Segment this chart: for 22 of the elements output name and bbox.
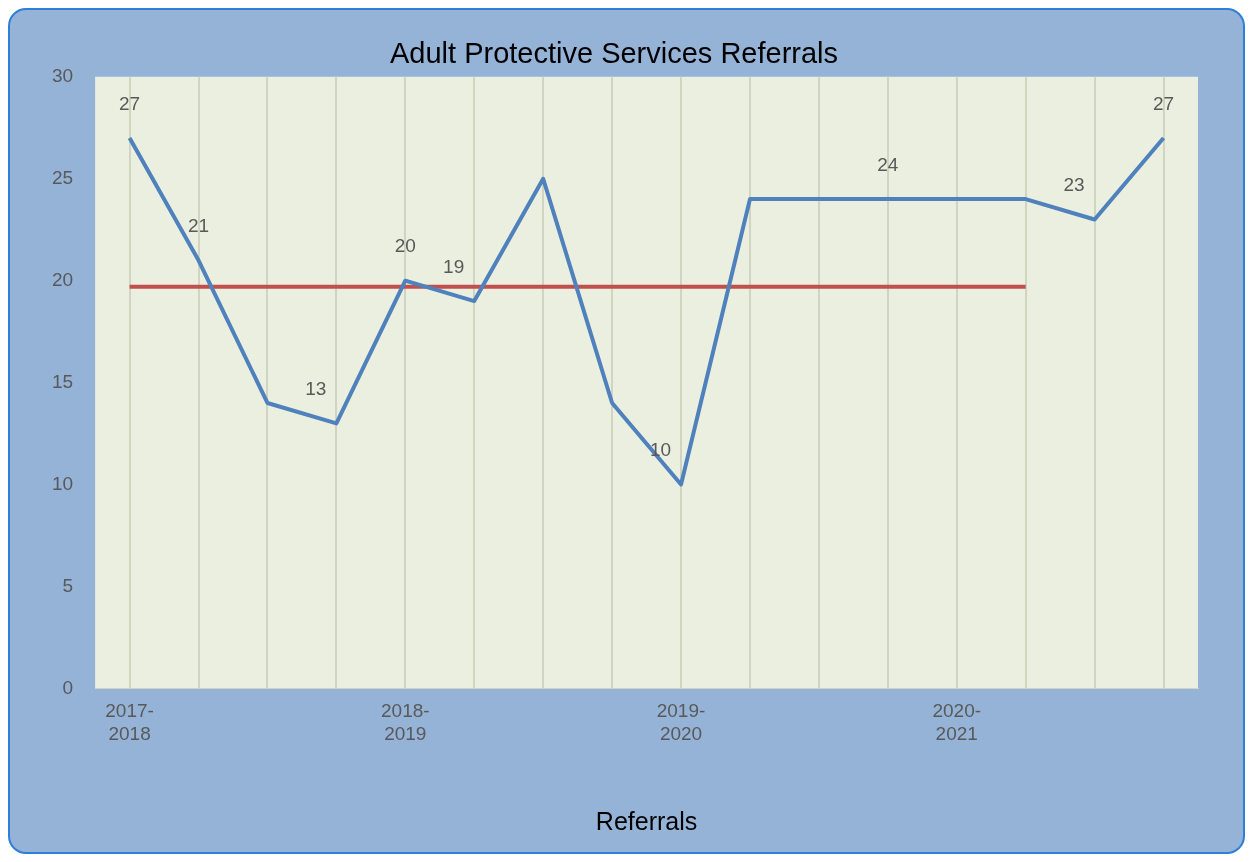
chart-title: Adult Protective Services Referrals: [389, 37, 839, 70]
y-tick-label: 10: [51, 472, 74, 494]
y-tick-label: 5: [62, 574, 74, 596]
y-tick-label: 0: [62, 676, 74, 698]
data-label: 21: [187, 215, 210, 237]
x-tick-label: 2020-2021: [932, 700, 982, 744]
data-label: 23: [1063, 174, 1085, 196]
y-tick-label: 20: [51, 268, 74, 290]
data-label: 13: [305, 378, 327, 400]
x-axis-title: Referrals: [595, 806, 698, 835]
x-tick-label: 2017-2018: [105, 700, 154, 744]
data-label: 20: [394, 235, 416, 257]
y-tick-label: 25: [51, 166, 74, 188]
data-label: 27: [1152, 92, 1175, 114]
data-label: 19: [443, 255, 465, 277]
data-label: 10: [649, 439, 672, 461]
x-tick-label: 2019-2020: [656, 700, 706, 744]
x-tick-label: 2018-2019: [381, 700, 430, 744]
data-label: 27: [119, 92, 141, 114]
data-label: 24: [877, 153, 899, 175]
y-tick-label: 30: [51, 65, 74, 87]
y-tick-label: 15: [51, 370, 74, 392]
